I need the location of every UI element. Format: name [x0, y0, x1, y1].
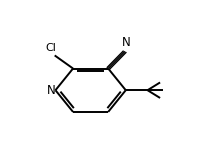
Text: Cl: Cl — [46, 43, 56, 53]
Text: N: N — [122, 36, 131, 49]
Text: N: N — [46, 84, 55, 97]
